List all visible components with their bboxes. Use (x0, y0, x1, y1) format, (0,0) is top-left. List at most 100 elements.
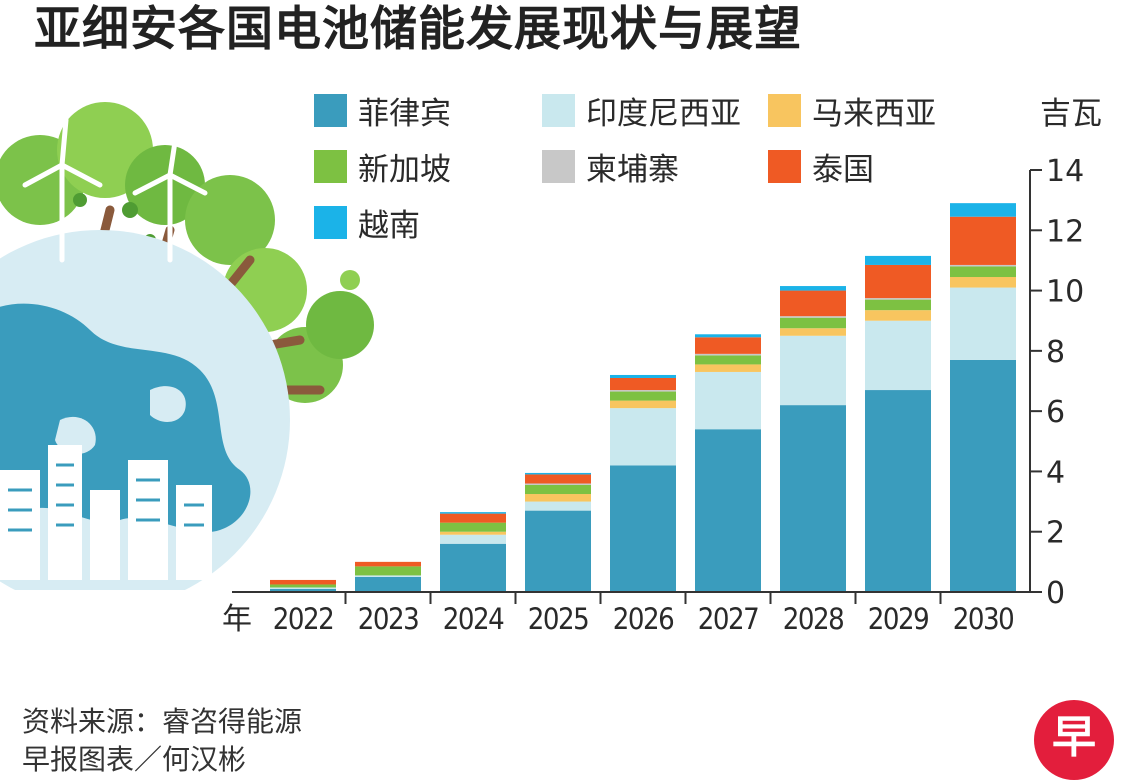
legend-label: 马来西亚 (812, 96, 936, 132)
legend-swatch (768, 94, 801, 127)
y-axis-unit: 吉瓦 (1040, 96, 1102, 132)
legend-label: 新加坡 (358, 152, 451, 188)
bar-segment (950, 266, 1016, 278)
bar-segment (950, 277, 1016, 288)
x-tick-label: 2025 (528, 602, 588, 636)
x-tick-label: 2027 (698, 602, 758, 636)
wind-turbines (22, 117, 208, 263)
graphic-credit: 早报图表／何汉彬 (22, 743, 247, 776)
bar-segment (525, 472, 591, 475)
bar-segment (695, 371, 761, 430)
bar-segment (355, 576, 421, 592)
bar-segment (780, 316, 846, 318)
bar-segment (865, 298, 931, 300)
bar-segment (610, 374, 676, 378)
x-axis-label: 年 (222, 602, 252, 637)
bar-segment (865, 320, 931, 391)
y-tick-label: 14 (1046, 154, 1084, 189)
bar-stack-2024 (440, 512, 506, 592)
city-skyline (0, 445, 212, 580)
bar-segment (525, 474, 591, 484)
bar-segment (440, 534, 506, 544)
legend-label: 菲律宾 (358, 96, 451, 132)
bar-segment (610, 408, 676, 466)
x-tick-label: 2022 (273, 602, 333, 636)
y-tick-label: 10 (1046, 275, 1084, 310)
y-axis: 0 2 4 6 8 10 12 14 吉瓦 (1029, 96, 1102, 611)
chart-title: 亚细安各国电池储能发展现状与展望 (34, 2, 802, 57)
bar-segment (440, 531, 506, 535)
bar-segment (610, 400, 676, 409)
bar-segment (610, 377, 676, 391)
bar-segment (525, 483, 591, 485)
x-tick-label: 2024 (443, 602, 504, 636)
bar-segment (355, 561, 421, 567)
bar-segment (610, 391, 676, 401)
bar-segment (780, 328, 846, 336)
x-tick-label: 2026 (613, 602, 673, 636)
bar-stack-2029 (865, 255, 931, 592)
bar-segment (865, 255, 931, 265)
bar-segment (525, 494, 591, 502)
zaobao-logo: 早 (1034, 700, 1114, 780)
bar-stack-2025 (525, 472, 591, 592)
y-tick-label: 2 (1046, 516, 1065, 551)
legend-item: 印度尼西亚 (542, 88, 741, 133)
legend-swatch (542, 94, 575, 127)
bar-stack-2028 (780, 286, 846, 592)
legend-swatch (768, 150, 801, 183)
legend-swatch (542, 150, 575, 183)
legend-swatch (314, 150, 347, 183)
x-tick-label: 2023 (358, 602, 418, 636)
legend-item: 柬埔寨 (542, 144, 679, 189)
bar-segment (355, 575, 421, 577)
bar-segment (780, 405, 846, 592)
bar-segment (695, 353, 761, 356)
bar-segment (865, 390, 931, 592)
bar-segment (695, 334, 761, 338)
legend-item: 菲律宾 (314, 88, 451, 133)
globe-trees-illustration (0, 102, 374, 590)
y-tick-label: 4 (1046, 455, 1065, 490)
bar-segment (270, 587, 336, 589)
legend-item: 马来西亚 (768, 88, 936, 133)
y-tick-label: 0 (1046, 576, 1065, 611)
bar-segment (950, 203, 1016, 217)
bar-segment (440, 522, 506, 532)
bar-segment (270, 588, 336, 592)
bar-segment (695, 355, 761, 365)
bar-segment (865, 310, 931, 321)
bar-segment (950, 359, 1016, 592)
bar-segment (270, 584, 336, 588)
bar-stack-2023 (355, 561, 421, 592)
legend-swatch (314, 206, 347, 239)
legend-label: 印度尼西亚 (586, 96, 741, 132)
bar-segment (525, 484, 591, 495)
x-tick-label: 2028 (783, 602, 843, 636)
bar-segment (695, 337, 761, 354)
y-tick-label: 6 (1046, 395, 1065, 430)
bar-segment (610, 465, 676, 592)
x-tick-label: 2029 (868, 602, 928, 636)
bar-segment (440, 512, 506, 514)
bar-layer (270, 203, 1016, 592)
bar-segment (865, 299, 931, 311)
legend-item: 泰国 (768, 144, 874, 189)
legend-label: 柬埔寨 (586, 152, 679, 188)
bar-stack-2026 (610, 374, 676, 592)
x-axis: 年 2022 2023 2024 2025 2026 2027 2028 2029 2030 (222, 591, 1030, 637)
bar-segment (270, 579, 336, 585)
bar-segment (780, 286, 846, 291)
bar-stack-2030 (950, 203, 1016, 592)
bar-segment (695, 364, 761, 372)
bar-stack-2027 (695, 334, 761, 592)
bar-segment (950, 216, 1016, 265)
bar-segment (695, 429, 761, 592)
legend-item: 越南 (314, 200, 420, 245)
bar-segment (610, 390, 676, 392)
bar-segment (355, 566, 421, 576)
bar-segment (950, 264, 1016, 267)
source-note: 资料来源：睿咨得能源 (22, 705, 303, 738)
bar-segment (865, 264, 931, 299)
legend-label: 越南 (358, 208, 420, 244)
